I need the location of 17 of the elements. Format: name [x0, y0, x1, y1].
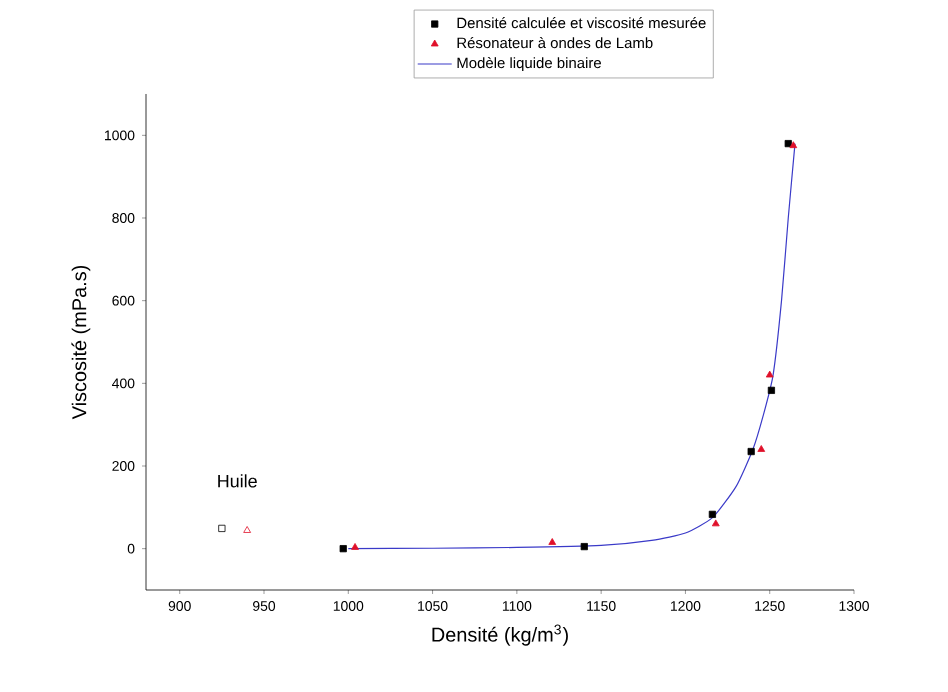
point [765, 370, 774, 378]
point [789, 141, 798, 149]
point [339, 545, 347, 553]
x-axis-title: Densité (kg/m$^{3}$) [432, 624, 568, 646]
point [711, 519, 720, 527]
point [708, 510, 716, 518]
point [757, 445, 766, 452]
annotation: Huile [218, 474, 257, 488]
point [218, 524, 226, 532]
point [243, 526, 251, 533]
point [747, 447, 755, 456]
point [767, 386, 775, 394]
point [580, 543, 588, 551]
point [351, 543, 359, 550]
point [784, 140, 792, 148]
y-axis-title: Viscosité (mPa.s) [71, 265, 91, 420]
point [548, 538, 557, 545]
